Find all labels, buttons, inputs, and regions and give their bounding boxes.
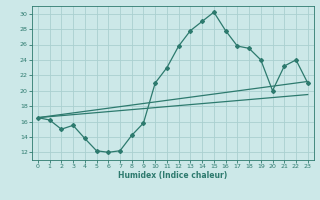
X-axis label: Humidex (Indice chaleur): Humidex (Indice chaleur) <box>118 171 228 180</box>
